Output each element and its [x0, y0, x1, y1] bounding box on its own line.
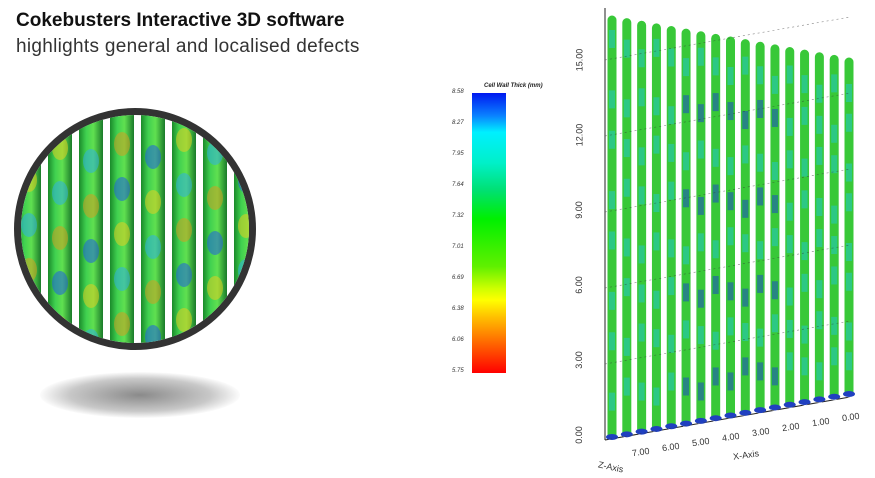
legend-tick: 7.32: [452, 213, 464, 219]
color-scale-bar: [472, 93, 506, 373]
grid-line: [604, 92, 851, 137]
legend-tick: 6.69: [452, 275, 464, 281]
tube[interactable]: [694, 30, 707, 425]
grid-line: [604, 16, 851, 61]
tube[interactable]: [783, 46, 796, 409]
tube[interactable]: [680, 27, 693, 428]
magnified-tubes: [21, 115, 249, 343]
tube[interactable]: [754, 40, 767, 414]
tube[interactable]: [635, 19, 648, 436]
tube[interactable]: [709, 32, 722, 422]
magnifier-shadow: [40, 372, 240, 418]
headline: Cokebusters Interactive 3D software: [16, 10, 345, 31]
grid-line: [604, 396, 851, 441]
tube[interactable]: [724, 35, 737, 419]
tube[interactable]: [620, 17, 633, 438]
tube[interactable]: [650, 22, 663, 433]
grid-line: [604, 168, 851, 213]
legend-tick: 7.95: [452, 151, 464, 157]
y-tick-label: 0.00: [573, 426, 584, 444]
y-tick-label: 3.00: [573, 351, 584, 369]
tube[interactable]: [828, 53, 841, 401]
y-tick-label: 6.00: [573, 276, 584, 294]
y-tick-label: 12.00: [574, 123, 585, 147]
legend-tick: 7.64: [452, 182, 464, 188]
tube[interactable]: [798, 48, 811, 406]
legend-tick: 6.06: [452, 337, 464, 343]
legend-tick: 6.38: [452, 306, 464, 312]
legend-title: Cell Wall Thick (mm): [484, 83, 543, 89]
y-tick-label: 15.00: [574, 48, 585, 72]
legend-tick: 8.27: [452, 120, 464, 126]
legend-tick: 7.01: [452, 244, 464, 250]
tube[interactable]: [813, 51, 826, 403]
grid-line: [604, 244, 851, 289]
tube[interactable]: [739, 38, 752, 417]
tube[interactable]: [606, 14, 618, 441]
tube[interactable]: [843, 56, 855, 398]
legend-tick: 8.58: [452, 89, 464, 95]
legend-tick: 5.75: [452, 368, 464, 374]
subheadline: highlights general and localised defects: [16, 36, 360, 57]
y-tick-label: 9.00: [573, 201, 584, 219]
tube[interactable]: [768, 43, 781, 411]
tube[interactable]: [665, 25, 678, 430]
magnifier-lens: [14, 108, 256, 350]
grid-line: [604, 320, 851, 365]
